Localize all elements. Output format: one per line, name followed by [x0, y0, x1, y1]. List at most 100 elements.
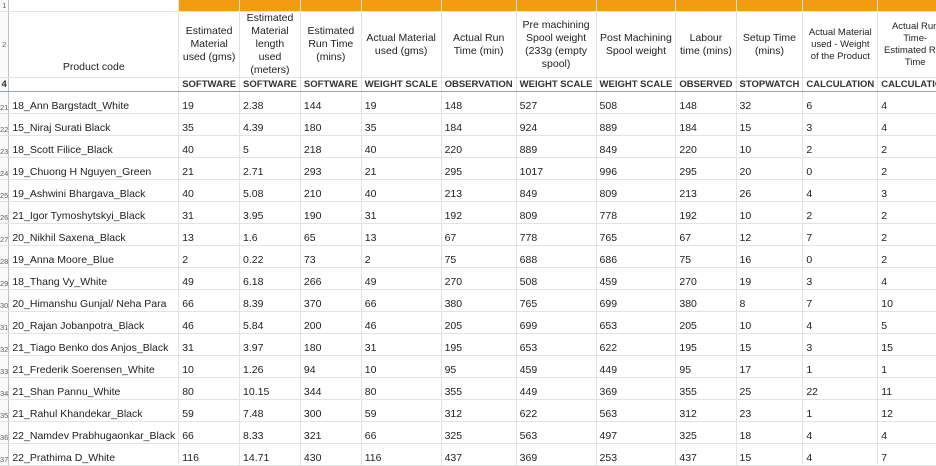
value-cell[interactable]: 116	[178, 443, 241, 466]
value-cell[interactable]: 430	[300, 443, 362, 466]
header-cell[interactable]: Setup Time (mins)	[736, 11, 804, 78]
value-cell[interactable]: 7	[802, 289, 879, 312]
source-cell[interactable]: WEIGHT SCALE	[596, 77, 677, 92]
value-cell[interactable]: 3	[802, 113, 879, 136]
value-cell[interactable]: 10	[361, 355, 442, 378]
row-header[interactable]: 32	[0, 333, 10, 356]
cell[interactable]	[675, 0, 737, 12]
value-cell[interactable]: 4	[802, 443, 879, 466]
value-cell[interactable]: 270	[675, 267, 737, 290]
row-header[interactable]: 31	[0, 311, 10, 334]
product-code-cell[interactable]: 21_Rahul Khandekar_Black	[8, 399, 180, 422]
value-cell[interactable]: 699	[596, 289, 677, 312]
source-cell[interactable]: WEIGHT SCALE	[516, 77, 597, 92]
value-cell[interactable]: 18	[736, 421, 804, 444]
value-cell[interactable]: 192	[675, 201, 737, 224]
value-cell[interactable]: 59	[361, 399, 442, 422]
value-cell[interactable]: 16	[736, 245, 804, 268]
value-cell[interactable]: 459	[596, 267, 677, 290]
value-cell[interactable]: 765	[516, 289, 597, 312]
value-cell[interactable]: 2	[877, 223, 936, 246]
value-cell[interactable]: 321	[300, 421, 362, 444]
value-cell[interactable]: 5.08	[239, 179, 301, 202]
value-cell[interactable]: 809	[516, 201, 597, 224]
value-cell[interactable]: 10	[877, 289, 936, 312]
value-cell[interactable]: 59	[178, 399, 241, 422]
source-cell[interactable]: CALCULATION	[877, 77, 936, 92]
value-cell[interactable]: 778	[596, 201, 677, 224]
value-cell[interactable]: 12	[877, 399, 936, 422]
row-header[interactable]: 23	[0, 135, 10, 158]
value-cell[interactable]: 10	[736, 201, 804, 224]
value-cell[interactable]: 10	[736, 311, 804, 334]
value-cell[interactable]: 148	[441, 91, 517, 114]
value-cell[interactable]: 32	[736, 91, 804, 114]
value-cell[interactable]: 15	[877, 333, 936, 356]
value-cell[interactable]: 2	[877, 201, 936, 224]
product-code-cell[interactable]: 15_Niraj Surati Black	[8, 113, 180, 136]
row-header[interactable]: 4	[0, 77, 10, 92]
value-cell[interactable]: 213	[441, 179, 517, 202]
value-cell[interactable]: 184	[441, 113, 517, 136]
value-cell[interactable]: 688	[516, 245, 597, 268]
header-cell[interactable]: Actual Run Time- Estimated Run Time	[877, 11, 936, 78]
value-cell[interactable]: 7.48	[239, 399, 301, 422]
value-cell[interactable]: 312	[675, 399, 737, 422]
value-cell[interactable]: 5	[239, 135, 301, 158]
value-cell[interactable]: 218	[300, 135, 362, 158]
value-cell[interactable]: 2	[178, 245, 241, 268]
value-cell[interactable]: 12	[736, 223, 804, 246]
value-cell[interactable]: 355	[441, 377, 517, 400]
row-header[interactable]: 25	[0, 179, 10, 202]
value-cell[interactable]: 13	[361, 223, 442, 246]
value-cell[interactable]: 95	[675, 355, 737, 378]
value-cell[interactable]: 699	[516, 311, 597, 334]
value-cell[interactable]: 205	[441, 311, 517, 334]
value-cell[interactable]: 3.95	[239, 201, 301, 224]
cell[interactable]	[300, 0, 362, 12]
row-header[interactable]: 36	[0, 421, 10, 444]
value-cell[interactable]: 527	[516, 91, 597, 114]
value-cell[interactable]: 369	[596, 377, 677, 400]
value-cell[interactable]: 996	[596, 157, 677, 180]
value-cell[interactable]: 1.26	[239, 355, 301, 378]
value-cell[interactable]: 195	[675, 333, 737, 356]
value-cell[interactable]: 4	[877, 421, 936, 444]
value-cell[interactable]: 13	[178, 223, 241, 246]
value-cell[interactable]: 80	[361, 377, 442, 400]
value-cell[interactable]: 94	[300, 355, 362, 378]
value-cell[interactable]: 10	[178, 355, 241, 378]
value-cell[interactable]: 300	[300, 399, 362, 422]
value-cell[interactable]: 46	[178, 311, 241, 334]
header-cell[interactable]: Pre machining Spool weight (233g (empty …	[516, 11, 597, 78]
product-code-cell[interactable]: 20_Rajan Jobanpotra_Black	[8, 311, 180, 334]
value-cell[interactable]: 66	[178, 289, 241, 312]
value-cell[interactable]: 66	[361, 289, 442, 312]
product-code-cell[interactable]: 20_Himanshu Gunjal/ Neha Para	[8, 289, 180, 312]
value-cell[interactable]: 8	[736, 289, 804, 312]
row-header[interactable]: 34	[0, 377, 10, 400]
value-cell[interactable]: 325	[441, 421, 517, 444]
value-cell[interactable]: 6	[802, 91, 879, 114]
row-header[interactable]: 24	[0, 157, 10, 180]
value-cell[interactable]: 809	[596, 179, 677, 202]
cell[interactable]	[441, 0, 517, 12]
value-cell[interactable]: 7	[802, 223, 879, 246]
cell[interactable]	[596, 0, 677, 12]
value-cell[interactable]: 66	[361, 421, 442, 444]
value-cell[interactable]: 2	[802, 135, 879, 158]
value-cell[interactable]: 195	[441, 333, 517, 356]
value-cell[interactable]: 17	[736, 355, 804, 378]
cell[interactable]	[736, 0, 804, 12]
value-cell[interactable]: 924	[516, 113, 597, 136]
value-cell[interactable]: 22	[802, 377, 879, 400]
value-cell[interactable]: 40	[178, 179, 241, 202]
value-cell[interactable]: 1017	[516, 157, 597, 180]
value-cell[interactable]: 21	[178, 157, 241, 180]
value-cell[interactable]: 4	[877, 91, 936, 114]
value-cell[interactable]: 765	[596, 223, 677, 246]
value-cell[interactable]: 80	[178, 377, 241, 400]
value-cell[interactable]: 190	[300, 201, 362, 224]
value-cell[interactable]: 295	[441, 157, 517, 180]
